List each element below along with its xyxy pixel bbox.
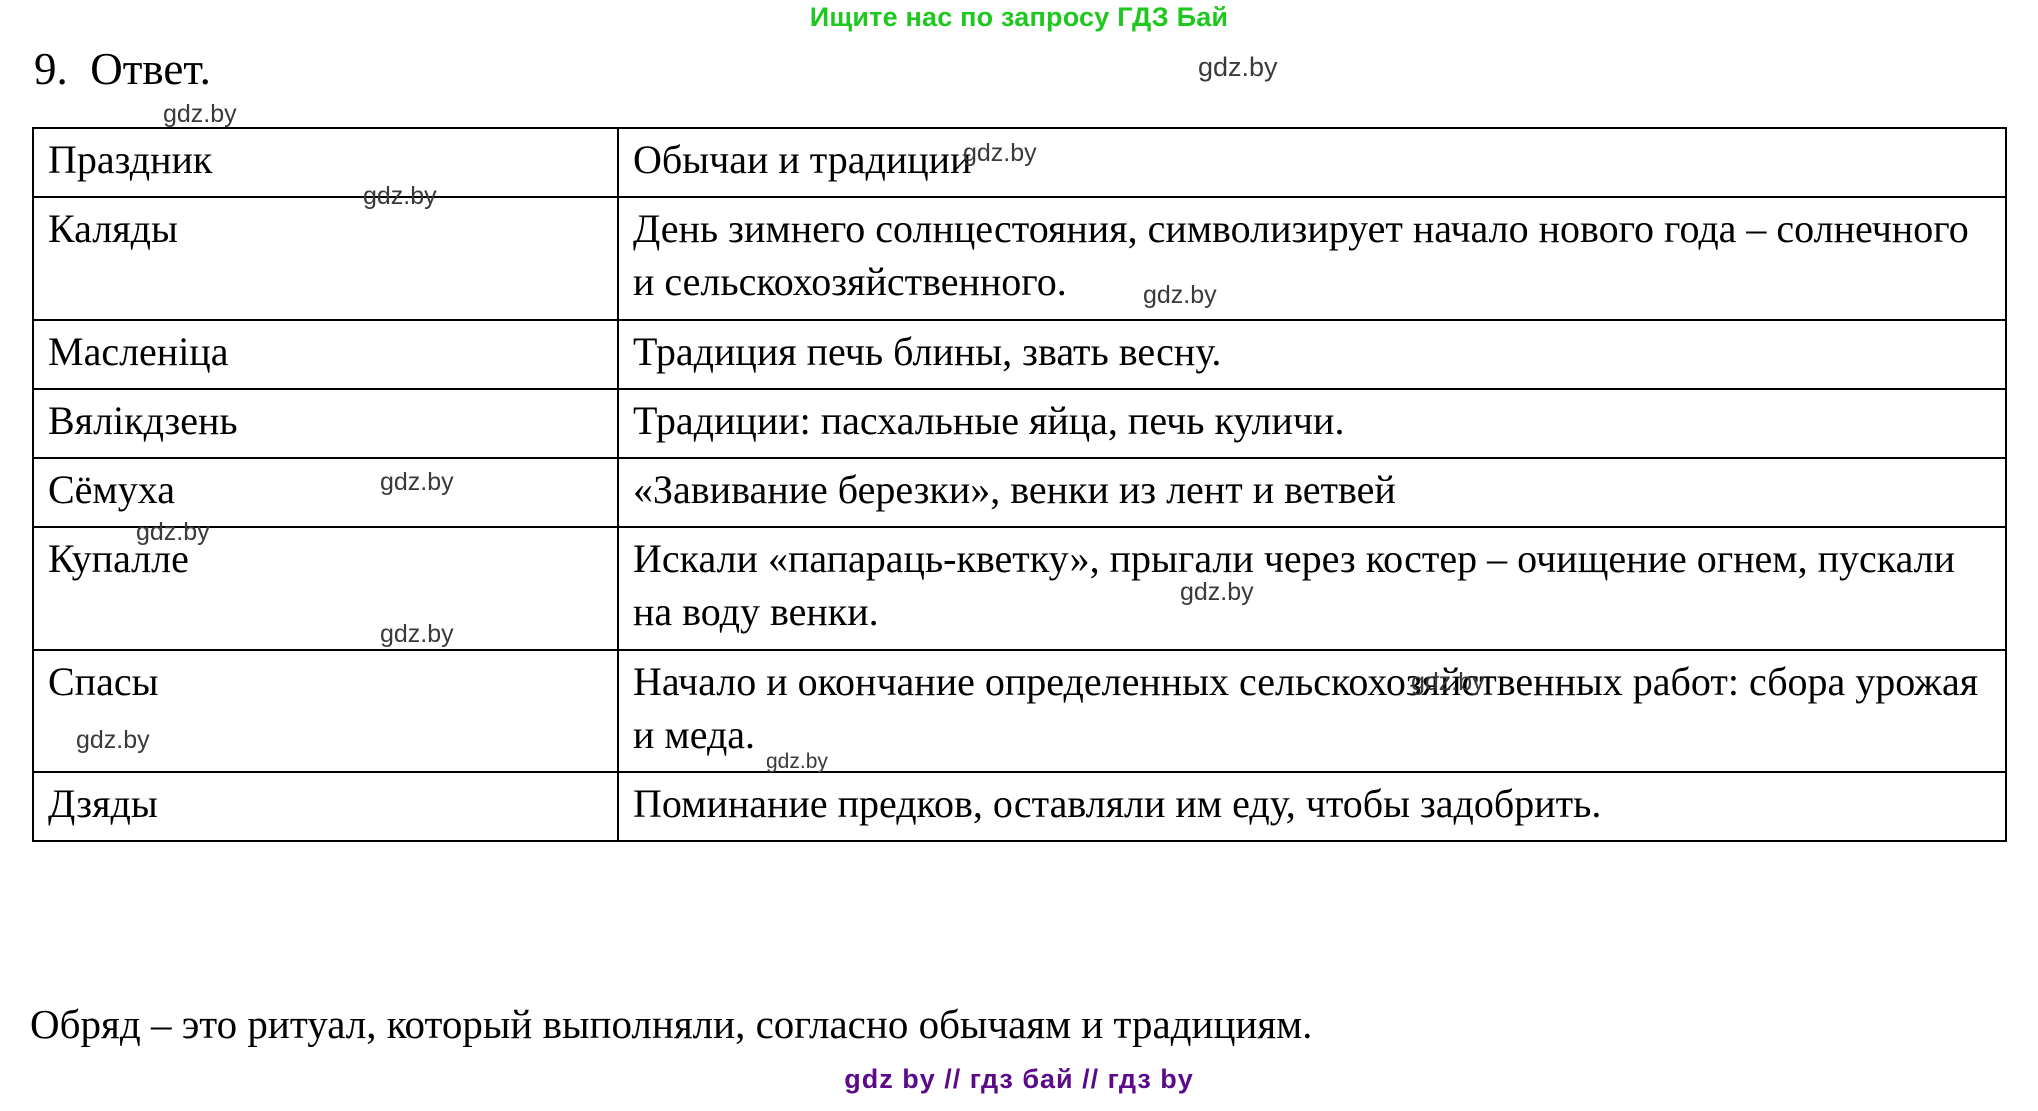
cell-holiday: Вялікдзень — [32, 387, 619, 459]
cell-holiday: Масленіца — [32, 318, 619, 390]
customs-description: Традиции: пасхальные яйца, печь куличи. — [633, 397, 1345, 443]
cell-holiday: Купалле — [32, 526, 619, 651]
holidays-traditions-table: Праздник Обычаи и традиции Каляды День з… — [32, 126, 2007, 843]
customs-description: Начало и окончание определенных сельскох… — [633, 658, 1979, 757]
holiday-name: Масленіца — [48, 328, 229, 374]
customs-description: День зимнего солнцестояния, символизируе… — [633, 206, 1969, 305]
holiday-name: Спасы — [48, 658, 159, 704]
table-row: Спасы Начало и окончание определенных се… — [32, 648, 2007, 773]
cell-customs: «Завивание березки», венки из лент и вет… — [617, 456, 2007, 529]
footer-links: gdz by // гдз бай // гдз by — [844, 1064, 1194, 1094]
closing-note: Обряд – это ритуал, который выполняли, с… — [30, 1001, 1313, 1047]
table-row: Каляды День зимнего солнцестояния, симво… — [32, 196, 2007, 321]
watermark-gdz: gdz.by — [163, 100, 237, 128]
cell-customs: День зимнего солнцестояния, символизируе… — [617, 196, 2007, 321]
cell-customs: Искали «папараць-кветку», прыгали через … — [617, 526, 2007, 651]
customs-description: Искали «папараць-кветку», прыгали через … — [633, 536, 1956, 635]
table-row: Вялікдзень Традиции: пасхальные яйца, пе… — [32, 387, 2007, 459]
table-body: Праздник Обычаи и традиции Каляды День з… — [32, 126, 2007, 843]
cell-customs: Традиция печь блины, звать весну. — [617, 318, 2007, 390]
cell-customs: Традиции: пасхальные яйца, печь куличи. — [617, 387, 2007, 459]
cell-customs: Начало и окончание определенных сельскох… — [617, 648, 2007, 773]
watermark-gdz: gdz.by — [1198, 52, 1278, 82]
page-title: 9. Ответ. — [34, 44, 211, 94]
table-row: Дзяды Поминание предков, оставляли им ед… — [32, 770, 2007, 843]
customs-description: Традиция печь блины, звать весну. — [633, 328, 1222, 374]
column-header-holiday-label: Праздник — [48, 137, 213, 182]
cell-customs: Поминание предков, оставляли им еду, что… — [617, 770, 2007, 843]
holiday-name: Сёмуха — [48, 466, 175, 512]
cell-holiday: Спасы — [32, 648, 619, 773]
customs-description: Поминание предков, оставляли им еду, что… — [633, 780, 1602, 826]
table-row: Масленіца Традиция печь блины, звать вес… — [32, 318, 2007, 390]
table-header-row: Праздник Обычаи и традиции — [32, 126, 2007, 199]
holiday-name: Каляды — [48, 206, 178, 252]
table-row: Купалле Искали «папараць-кветку», прыгал… — [32, 526, 2007, 651]
cell-holiday: Сёмуха — [32, 456, 619, 529]
cell-holiday: Дзяды — [32, 770, 619, 843]
customs-description: «Завивание березки», венки из лент и вет… — [633, 466, 1396, 512]
holiday-name: Вялікдзень — [48, 397, 238, 443]
column-header-customs-label: Обычаи и традиции — [633, 137, 972, 182]
column-header-holiday: Праздник — [32, 126, 619, 199]
promo-banner: Ищите нас по запросу ГДЗ Бай — [809, 2, 1229, 32]
cell-holiday: Каляды — [32, 196, 619, 321]
column-header-customs: Обычаи и традиции — [617, 126, 2007, 199]
table-row: Сёмуха «Завивание березки», венки из лен… — [32, 456, 2007, 529]
holiday-name: Купалле — [48, 536, 189, 582]
holiday-name: Дзяды — [48, 780, 158, 826]
